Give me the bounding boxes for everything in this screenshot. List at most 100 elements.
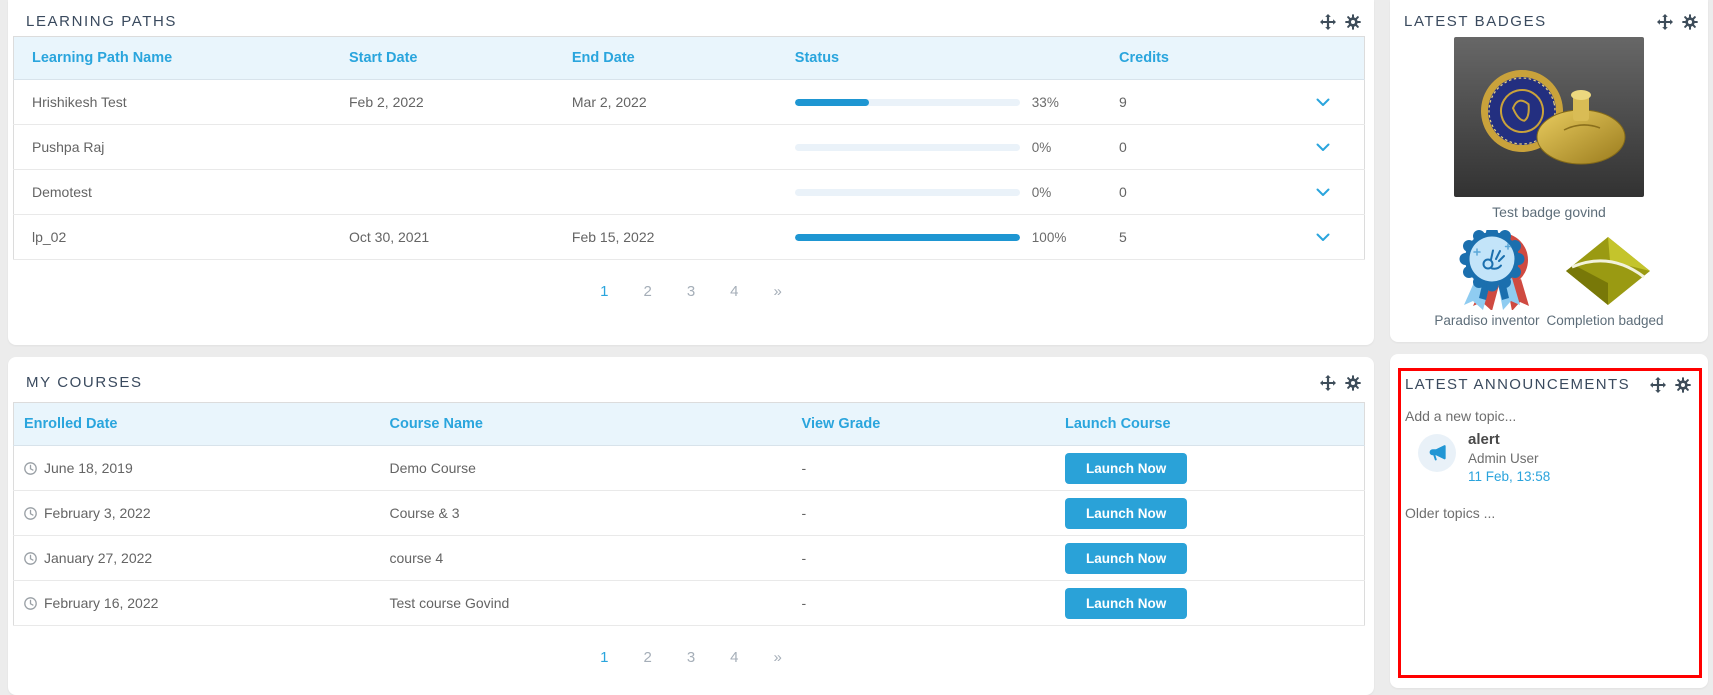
launch-now-button[interactable]: Launch Now: [1064, 452, 1188, 484]
page-4[interactable]: 4: [730, 283, 739, 300]
lp-start: [330, 124, 554, 170]
latest-badges-title: LATEST BADGES: [1404, 13, 1547, 30]
my-courses-pagination: 1 2 3 4 »: [8, 649, 1374, 666]
lp-start: [330, 169, 554, 215]
progress-percent: 100%: [1031, 229, 1067, 245]
my-courses-title: MY COURSES: [26, 374, 143, 391]
enrolled-date: June 18, 2019: [44, 460, 133, 476]
older-topics-link[interactable]: Older topics ...: [1405, 505, 1496, 521]
lp-credits: 5: [1101, 214, 1264, 260]
launch-now-button[interactable]: Launch Now: [1064, 587, 1188, 619]
col-status: Status: [776, 36, 1102, 80]
table-row: Pushpa Raj 0% 0: [13, 124, 1365, 170]
chevron-down-icon[interactable]: [1316, 188, 1330, 197]
page-2[interactable]: 2: [643, 649, 652, 666]
enrolled-date: January 27, 2022: [44, 550, 153, 566]
progress-bar: [794, 98, 1020, 106]
gear-icon[interactable]: [1675, 377, 1691, 393]
table-row: February 3, 2022 Course & 3 - Launch Now: [13, 490, 1365, 536]
badge-image-completion-badged[interactable]: [1564, 235, 1652, 307]
launch-now-button[interactable]: Launch Now: [1064, 497, 1188, 529]
view-grade: -: [783, 580, 1047, 626]
clock-icon: [24, 461, 37, 475]
table-row: January 27, 2022 course 4 - Launch Now: [13, 535, 1365, 581]
chevron-down-icon[interactable]: [1316, 98, 1330, 107]
col-credits: Credits: [1101, 36, 1264, 80]
badge-image-paradiso-inventor[interactable]: [1446, 230, 1550, 310]
page-4[interactable]: 4: [730, 649, 739, 666]
badge-label: Completion badged: [1546, 313, 1664, 328]
megaphone-icon: [1429, 445, 1446, 461]
announcement-item: alert Admin User 11 Feb, 13:58: [1418, 431, 1691, 484]
lp-end: [553, 124, 777, 170]
announcement-title-link[interactable]: alert: [1468, 431, 1500, 448]
col-end-date: End Date: [553, 36, 777, 80]
page-3[interactable]: 3: [686, 283, 696, 300]
progress-bar: [794, 143, 1020, 151]
learning-paths-title: LEARNING PATHS: [26, 13, 178, 30]
table-row: June 18, 2019 Demo Course - Launch Now: [13, 445, 1365, 491]
latest-announcements-panel: LATEST ANNOUNCEMENTS Add a new topic... …: [1390, 354, 1708, 688]
gear-icon[interactable]: [1682, 14, 1698, 30]
page-next[interactable]: »: [773, 649, 782, 666]
table-row: lp_02 Oct 30, 2021 Feb 15, 2022 100% 5: [13, 214, 1365, 260]
course-name: Demo Course: [371, 445, 784, 491]
move-icon[interactable]: [1650, 377, 1666, 393]
lp-credits: 0: [1101, 169, 1264, 215]
chevron-down-icon[interactable]: [1316, 143, 1330, 152]
view-grade: -: [783, 535, 1047, 581]
move-icon[interactable]: [1320, 375, 1336, 391]
lp-credits: 0: [1101, 124, 1264, 170]
page-1[interactable]: 1: [600, 649, 609, 666]
lp-end: [553, 169, 777, 215]
table-row: Hrishikesh Test Feb 2, 2022 Mar 2, 2022 …: [13, 79, 1365, 125]
learning-paths-table: Learning Path Name Start Date End Date S…: [13, 36, 1365, 260]
clock-icon: [24, 551, 37, 565]
launch-now-button[interactable]: Launch Now: [1064, 542, 1188, 574]
progress-percent: 33%: [1031, 94, 1059, 110]
table-header-row: Enrolled Date Course Name View Grade Lau…: [13, 402, 1365, 446]
gear-icon[interactable]: [1345, 375, 1361, 391]
progress-bar: [794, 188, 1020, 196]
learning-paths-panel: LEARNING PATHS Learning Path Name Start …: [8, 0, 1374, 345]
col-start-date: Start Date: [330, 36, 554, 80]
page-2[interactable]: 2: [643, 283, 652, 300]
badge-label: Test badge govind: [1492, 204, 1606, 220]
announcement-date-link[interactable]: 11 Feb, 13:58: [1468, 469, 1551, 484]
view-grade: -: [783, 490, 1047, 536]
clock-icon: [24, 596, 37, 610]
my-courses-table: Enrolled Date Course Name View Grade Lau…: [13, 402, 1365, 626]
lp-name: lp_02: [13, 214, 331, 260]
page-3[interactable]: 3: [686, 649, 696, 666]
page-1[interactable]: 1: [600, 283, 609, 300]
chevron-down-icon[interactable]: [1316, 233, 1330, 242]
progress-percent: 0%: [1031, 184, 1052, 200]
col-learning-path-name: Learning Path Name: [13, 36, 331, 80]
badge-image-test-badge-govind[interactable]: [1454, 37, 1644, 197]
lp-name: Hrishikesh Test: [13, 79, 331, 125]
clock-icon: [24, 506, 37, 520]
announcement-author: Admin User: [1468, 451, 1539, 466]
move-icon[interactable]: [1657, 14, 1673, 30]
badge-label: Paradiso inventor: [1434, 313, 1540, 328]
table-row: Demotest 0% 0: [13, 169, 1365, 215]
col-expand: [1263, 36, 1365, 80]
col-view-grade: View Grade: [783, 402, 1047, 446]
enrolled-date: February 3, 2022: [44, 505, 151, 521]
table-header-row: Learning Path Name Start Date End Date S…: [13, 36, 1365, 80]
lp-end: Feb 15, 2022: [553, 214, 777, 260]
add-new-topic-link[interactable]: Add a new topic...: [1405, 408, 1517, 424]
gear-icon[interactable]: [1345, 14, 1361, 30]
page-next[interactable]: »: [773, 283, 782, 300]
progress-bar: [794, 233, 1020, 241]
learning-paths-pagination: 1 2 3 4 »: [8, 283, 1374, 300]
course-name: course 4: [371, 535, 784, 581]
col-course-name: Course Name: [371, 402, 784, 446]
lp-end: Mar 2, 2022: [553, 79, 777, 125]
lp-credits: 9: [1101, 79, 1264, 125]
move-icon[interactable]: [1320, 14, 1336, 30]
my-courses-panel: MY COURSES Enrolled Date Course Name Vie…: [8, 357, 1374, 695]
lp-start: Feb 2, 2022: [330, 79, 554, 125]
latest-announcements-title: LATEST ANNOUNCEMENTS: [1405, 376, 1630, 393]
